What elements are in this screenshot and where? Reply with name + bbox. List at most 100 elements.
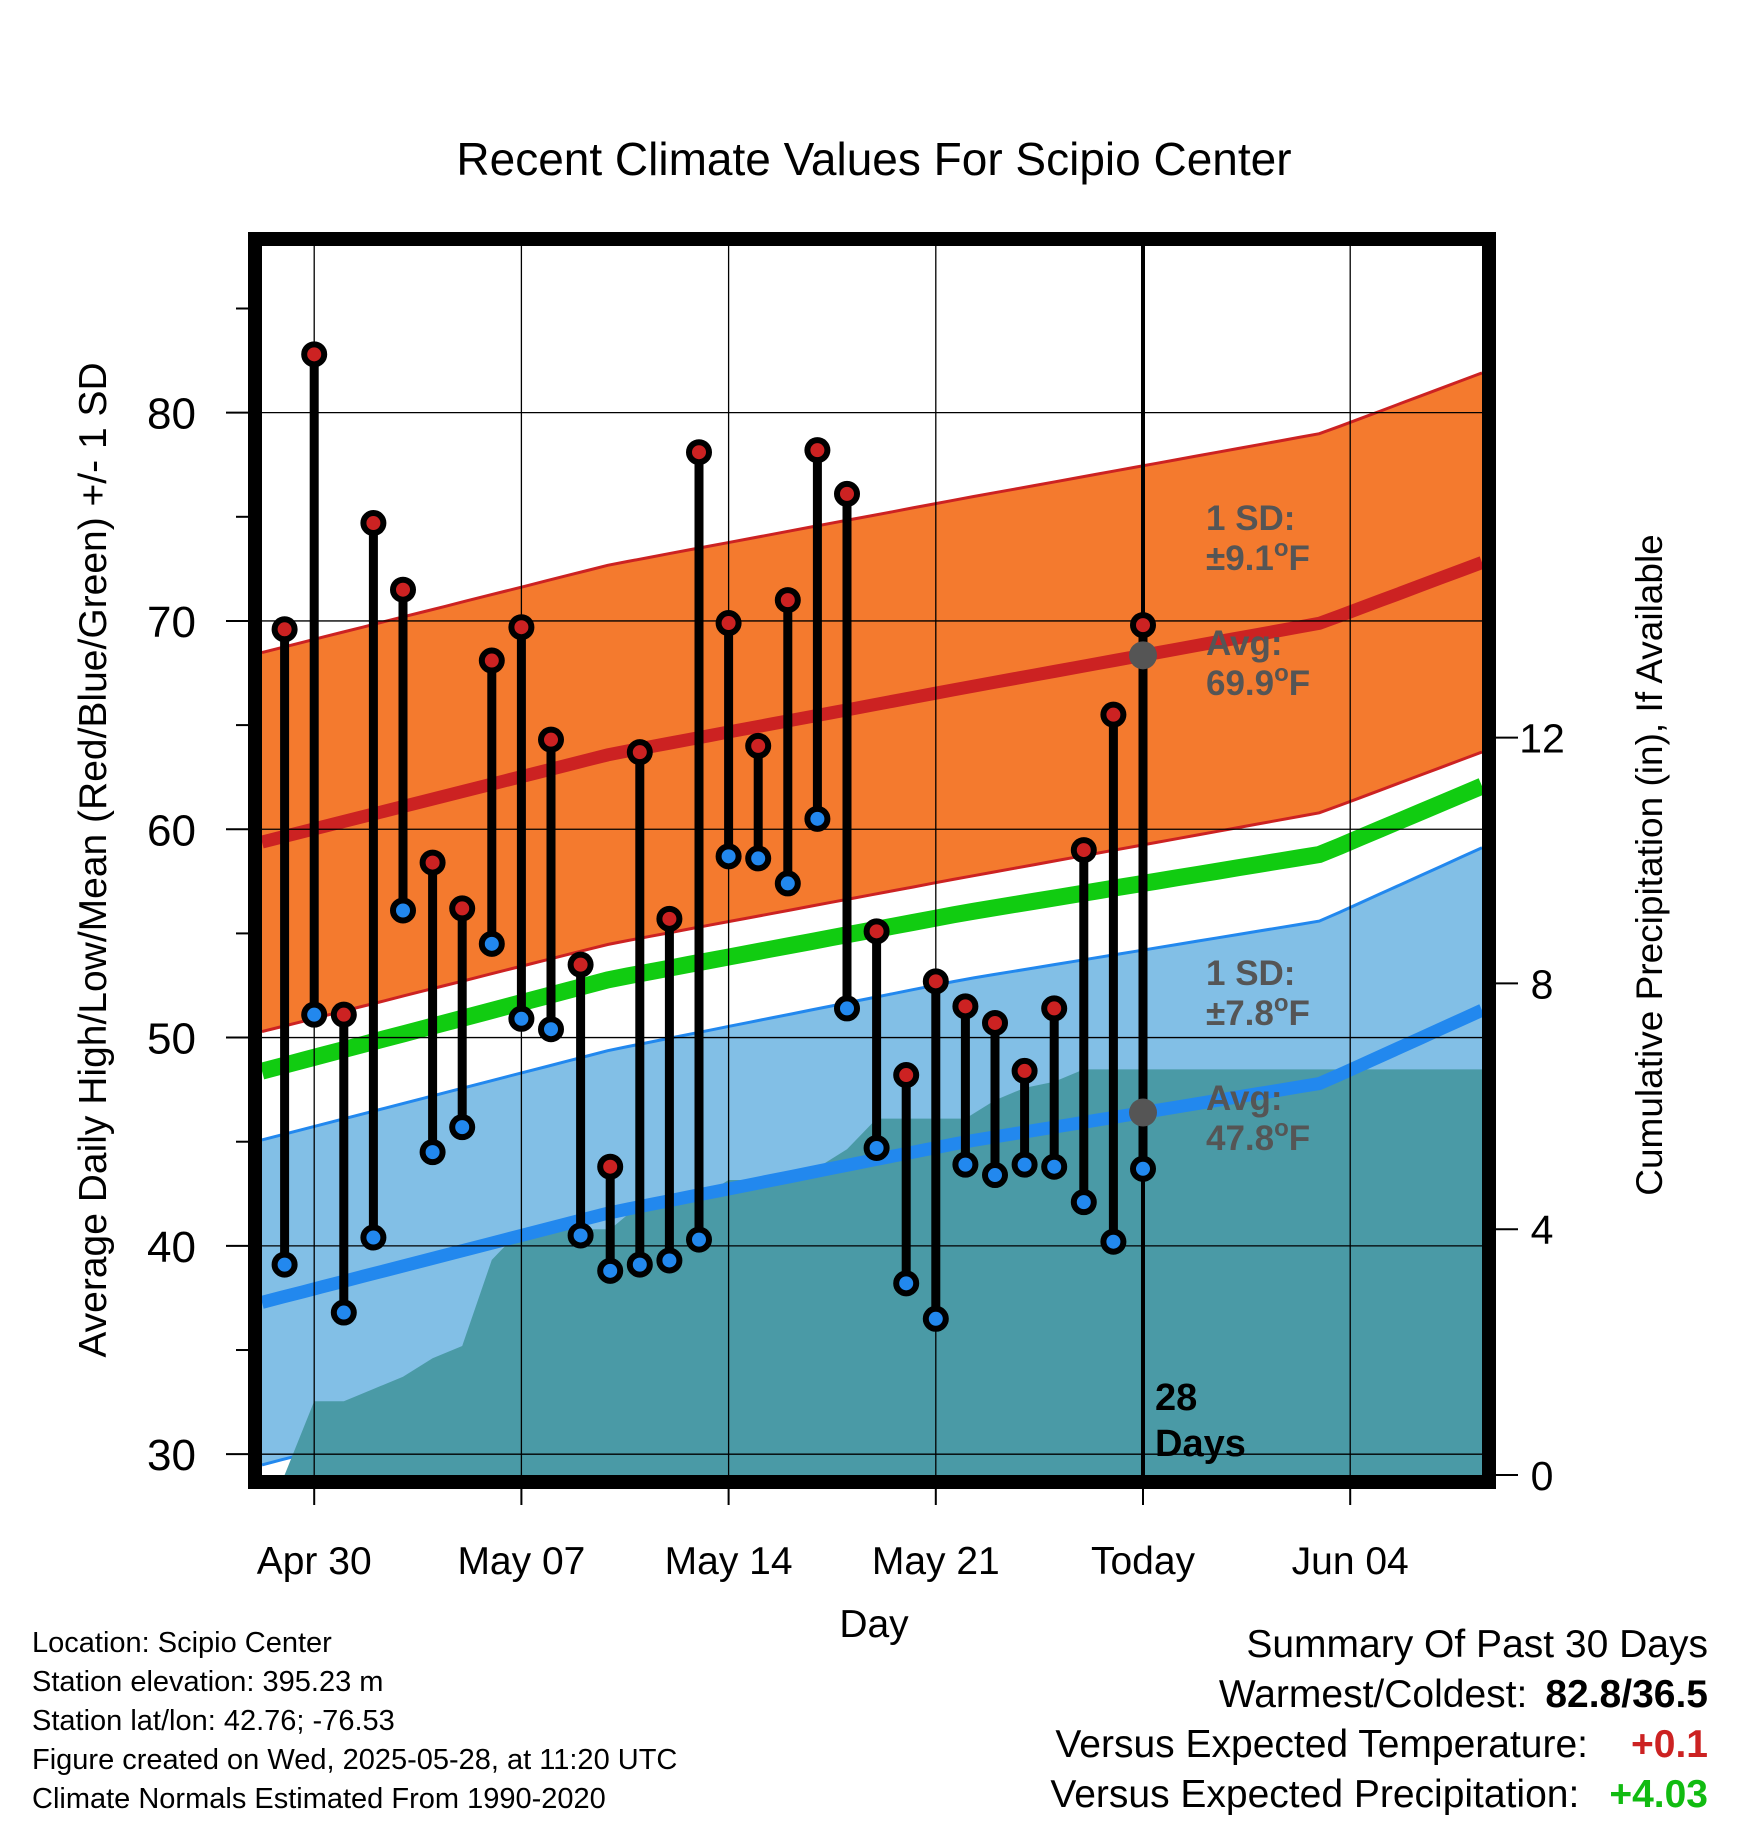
x-tick-label: Today [1091,1540,1196,1583]
low-normal-line [262,1004,1482,1309]
normals-period: Climate Normals Estimated From 1990-2020 [32,1783,606,1815]
x-tick-label: May 21 [872,1540,1000,1583]
daily-low-point [774,870,801,897]
daily-low-point [478,930,505,957]
x-tick-label: Jun 04 [1292,1540,1409,1583]
daily-high-point [1011,1057,1038,1084]
daily-low-point [538,1016,564,1043]
temp-value: +0.1 [1631,1723,1708,1766]
station-elevation: Station elevation: 395.23 m [32,1666,384,1698]
low-sd-value: ±7.8oF [1206,990,1310,1033]
station-info: Location: Scipio Center Station elevatio… [32,1624,677,1819]
y-tick-label: 40 [147,1223,196,1272]
daily-high-point [419,849,446,876]
warm-cold-label: Warmest/Coldest: [1218,1673,1528,1716]
daily-low-point [922,1305,949,1332]
daily-high-point [390,576,416,603]
daily-low-point [715,843,742,870]
station-latlon: Station lat/lon: 42.76; -76.53 [32,1705,395,1737]
daily-high-point [656,905,683,932]
summary-warm-cold-row: Warmest/Coldest: 82.8/36.5 [1050,1670,1708,1720]
daily-low-point [1011,1151,1038,1178]
daily-low-point [626,1251,653,1278]
daily-low-point [390,897,416,924]
daily-high-point [1130,612,1156,639]
chart-title: Recent Climate Values For Scipio Center [456,133,1291,185]
high-sd-value: ±9.1oF [1206,535,1310,578]
daily-high-point [508,614,535,641]
daily-low-point [508,1005,535,1032]
daily-low-point [982,1162,1008,1189]
daily-low-point [567,1222,594,1249]
today-high-avg-marker [1129,641,1157,670]
daily-high-point [538,726,564,753]
summary-precip-row: Versus Expected Precipitation: +4.03 [1050,1770,1708,1820]
daily-high-point [715,610,742,637]
figure-created: Figure created on Wed, 2025-05-28, at 11… [32,1744,678,1776]
summary-panel: Summary Of Past 30 Days Warmest/Coldest:… [1050,1620,1708,1820]
precip-value: +4.03 [1609,1773,1708,1816]
daily-low-point [1130,1155,1156,1182]
low-avg-value: 47.8oF [1206,1115,1310,1158]
daily-low-point [449,1114,476,1141]
daily-high-point [1100,701,1127,728]
y-tick-label: 50 [147,1015,196,1064]
daily-high-point [982,1009,1008,1036]
x-axis-title: Day [839,1603,909,1646]
y2-axis-title: Cumulative Precipitation (in), If Availa… [1629,534,1670,1196]
daily-high-point [330,1001,357,1028]
daily-low-point [360,1224,387,1251]
daily-high-point [952,993,979,1020]
summary-title: Summary Of Past 30 Days [1246,1623,1708,1666]
x-tick-label: May 14 [665,1540,793,1583]
summary-temp-row: Versus Expected Temperature: +0.1 [1050,1720,1708,1770]
daily-high-point [449,895,476,922]
y2-tick-label: 0 [1531,1453,1554,1499]
today-count-label: 28 [1155,1377,1197,1419]
daily-low-point [1070,1189,1097,1216]
y2-tick-label: 12 [1519,716,1565,762]
high-sd-title: 1 SD: [1206,499,1295,538]
x-tick-label: May 07 [457,1540,585,1583]
daily-high-point [804,437,831,464]
daily-low-point [1041,1153,1068,1180]
daily-low-point [597,1257,624,1284]
y2-tick-label: 4 [1531,1207,1554,1253]
daily-high-point [893,1062,920,1089]
y-axis-title: Average Daily High/Low/Mean (Red/Blue/Gr… [72,362,115,1357]
daily-high-point [626,739,653,766]
temp-label: Versus Expected Temperature: [1055,1723,1588,1766]
daily-high-point [597,1153,624,1180]
daily-low-point [745,845,772,872]
daily-high-point [1041,995,1068,1022]
y-tick-label: 30 [147,1431,196,1480]
daily-high-point [1070,837,1097,864]
daily-low-point [330,1299,357,1326]
x-tick-label: Apr 30 [257,1540,372,1583]
daily-low-point [834,995,860,1022]
daily-low-point [1100,1228,1127,1255]
daily-low-point [863,1134,890,1161]
daily-high-point [567,951,594,978]
daily-low-point [804,805,831,832]
today-days-label: Days [1155,1423,1246,1465]
daily-low-point [271,1251,298,1278]
daily-high-point [922,968,949,995]
daily-low-point [952,1151,979,1178]
high-sd-upper-edge [262,371,1482,654]
precip-label: Versus Expected Precipitation: [1050,1773,1580,1816]
precip-area [284,1069,1482,1475]
daily-low-point [419,1139,446,1166]
warm-cold-value: 82.8/36.5 [1545,1673,1708,1716]
today-low-avg-marker [1129,1098,1157,1127]
daily-low-point [893,1270,920,1297]
daily-high-point [863,918,890,945]
daily-low-point [686,1226,712,1253]
y-tick-label: 80 [147,390,196,439]
daily-high-point [686,439,712,466]
low-sd-title: 1 SD: [1206,954,1295,993]
y-tick-label: 70 [147,598,196,647]
daily-low-point [656,1247,683,1274]
